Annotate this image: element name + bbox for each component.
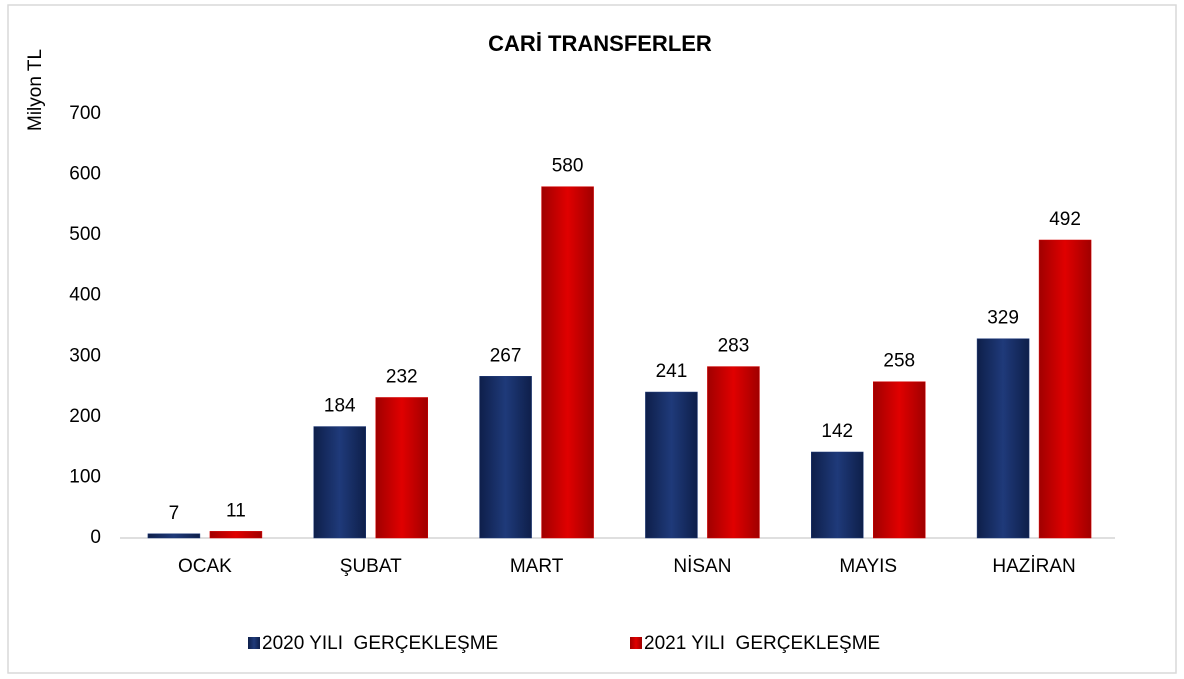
legend-label: 2021 YILI GERÇEKLEŞME (644, 633, 880, 654)
value-label: 329 (987, 308, 1019, 329)
bar (375, 397, 428, 539)
bar (707, 366, 760, 539)
value-label: 241 (656, 361, 688, 382)
value-label: 11 (226, 500, 246, 521)
y-tick-label: 300 (69, 345, 101, 366)
y-tick-label: 700 (69, 103, 101, 124)
value-label: 267 (490, 345, 522, 366)
bar (209, 531, 263, 539)
bar (1038, 239, 1092, 539)
value-label: 142 (821, 421, 853, 442)
legend-swatch (248, 637, 260, 649)
x-tick-label: MAYIS (839, 556, 897, 577)
bar (147, 533, 201, 539)
bar (976, 338, 1030, 539)
bar (313, 426, 366, 539)
bar (873, 381, 926, 539)
bar (811, 451, 864, 539)
value-label: 258 (883, 351, 915, 372)
value-label: 580 (552, 156, 584, 177)
bar (541, 186, 594, 539)
y-tick-label: 500 (69, 224, 101, 245)
value-label: 184 (324, 396, 356, 417)
chart-title: CARİ TRANSFERLER (488, 31, 712, 56)
value-label: 492 (1049, 209, 1081, 230)
y-tick-label: 600 (69, 164, 101, 185)
value-label: 283 (718, 336, 750, 357)
x-tick-label: OCAK (178, 556, 232, 577)
x-tick-label: ŞUBAT (340, 556, 402, 577)
y-tick-label: 400 (69, 285, 101, 306)
value-label: 232 (386, 366, 418, 387)
bar (645, 391, 698, 539)
value-label: 7 (169, 503, 180, 524)
legend-label: 2020 YILI GERÇEKLEŞME (262, 633, 498, 654)
x-tick-label: HAZİRAN (992, 556, 1075, 577)
bar (479, 376, 532, 539)
y-axis-label: Milyon TL (25, 49, 46, 131)
x-tick-label: NİSAN (673, 556, 731, 577)
legend-swatch (630, 637, 642, 649)
y-tick-label: 0 (90, 527, 101, 548)
y-tick-label: 200 (69, 406, 101, 427)
x-tick-label: MART (510, 556, 564, 577)
y-tick-label: 100 (69, 466, 101, 487)
